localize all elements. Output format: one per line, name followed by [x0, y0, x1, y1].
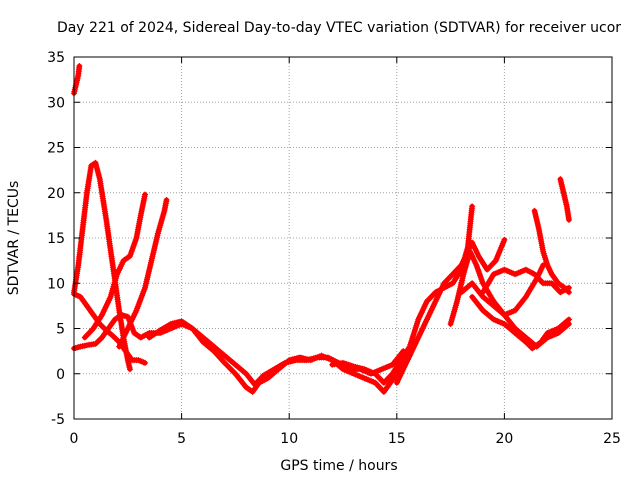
data-point: [142, 359, 149, 366]
data-point: [95, 338, 102, 345]
series-track-13: [479, 266, 572, 296]
y-tick-label: 10: [47, 276, 65, 292]
y-tick-label: -5: [51, 412, 65, 428]
data-point: [96, 337, 103, 344]
y-tick-label: 0: [56, 367, 65, 383]
series-line: [146, 318, 406, 388]
y-axis-label: SDTVAR / TECUs: [6, 181, 22, 296]
data-point: [216, 354, 223, 361]
chart-title: Day 221 of 2024, Sidereal Day-to-day VTE…: [57, 20, 621, 36]
data-point: [113, 336, 120, 343]
data-point: [112, 335, 119, 342]
data-point: [93, 339, 100, 346]
tick-labels: 0 5 10 15 20 25 -5 0 5 10 15 20 25 30 35: [47, 50, 621, 447]
data-point: [111, 334, 118, 341]
data-point: [565, 216, 572, 223]
series-line: [116, 197, 170, 350]
y-tick-label: 35: [47, 50, 65, 66]
data-point: [109, 332, 116, 339]
data-point: [501, 236, 508, 243]
data-point: [76, 63, 83, 70]
data-points: [71, 63, 572, 395]
data-point: [565, 289, 572, 296]
x-tick-label: 0: [70, 431, 79, 447]
x-axis-label: GPS time / hours: [280, 458, 397, 474]
data-point: [526, 342, 533, 349]
data-point: [214, 352, 221, 359]
data-point: [163, 196, 170, 203]
data-point: [92, 340, 99, 347]
data-point: [142, 191, 149, 198]
data-point: [126, 366, 133, 373]
data-point: [218, 356, 225, 363]
series-track-15: [557, 176, 572, 223]
y-tick-label: 25: [47, 141, 65, 157]
y-tick-label: 20: [47, 186, 65, 202]
series-track-6: [116, 196, 170, 350]
data-point: [220, 358, 227, 365]
series-track-14: [531, 207, 572, 296]
data-point: [99, 323, 106, 330]
data-point: [524, 340, 531, 347]
data-point: [98, 322, 105, 329]
y-tick-label: 30: [47, 95, 65, 111]
data-point: [100, 324, 107, 331]
x-tick-label: 5: [177, 431, 186, 447]
axis-ticks: [73, 56, 613, 420]
series-track-12: [469, 293, 572, 352]
y-tick-label: 15: [47, 231, 65, 247]
data-point: [525, 341, 532, 348]
x-tick-label: 20: [495, 431, 513, 447]
series-track-8: [329, 203, 476, 386]
data-point: [522, 339, 529, 346]
series-track-1: [71, 63, 83, 97]
x-tick-label: 10: [280, 431, 298, 447]
series-track-5: [81, 191, 149, 341]
data-point: [469, 203, 476, 210]
data-point: [217, 355, 224, 362]
series-track-11: [458, 280, 572, 350]
data-point: [565, 316, 572, 323]
x-tick-label: 15: [388, 431, 406, 447]
x-tick-label: 25: [603, 431, 621, 447]
series-line: [394, 237, 507, 386]
y-tick-label: 5: [56, 322, 65, 338]
series-track-9: [393, 236, 508, 386]
